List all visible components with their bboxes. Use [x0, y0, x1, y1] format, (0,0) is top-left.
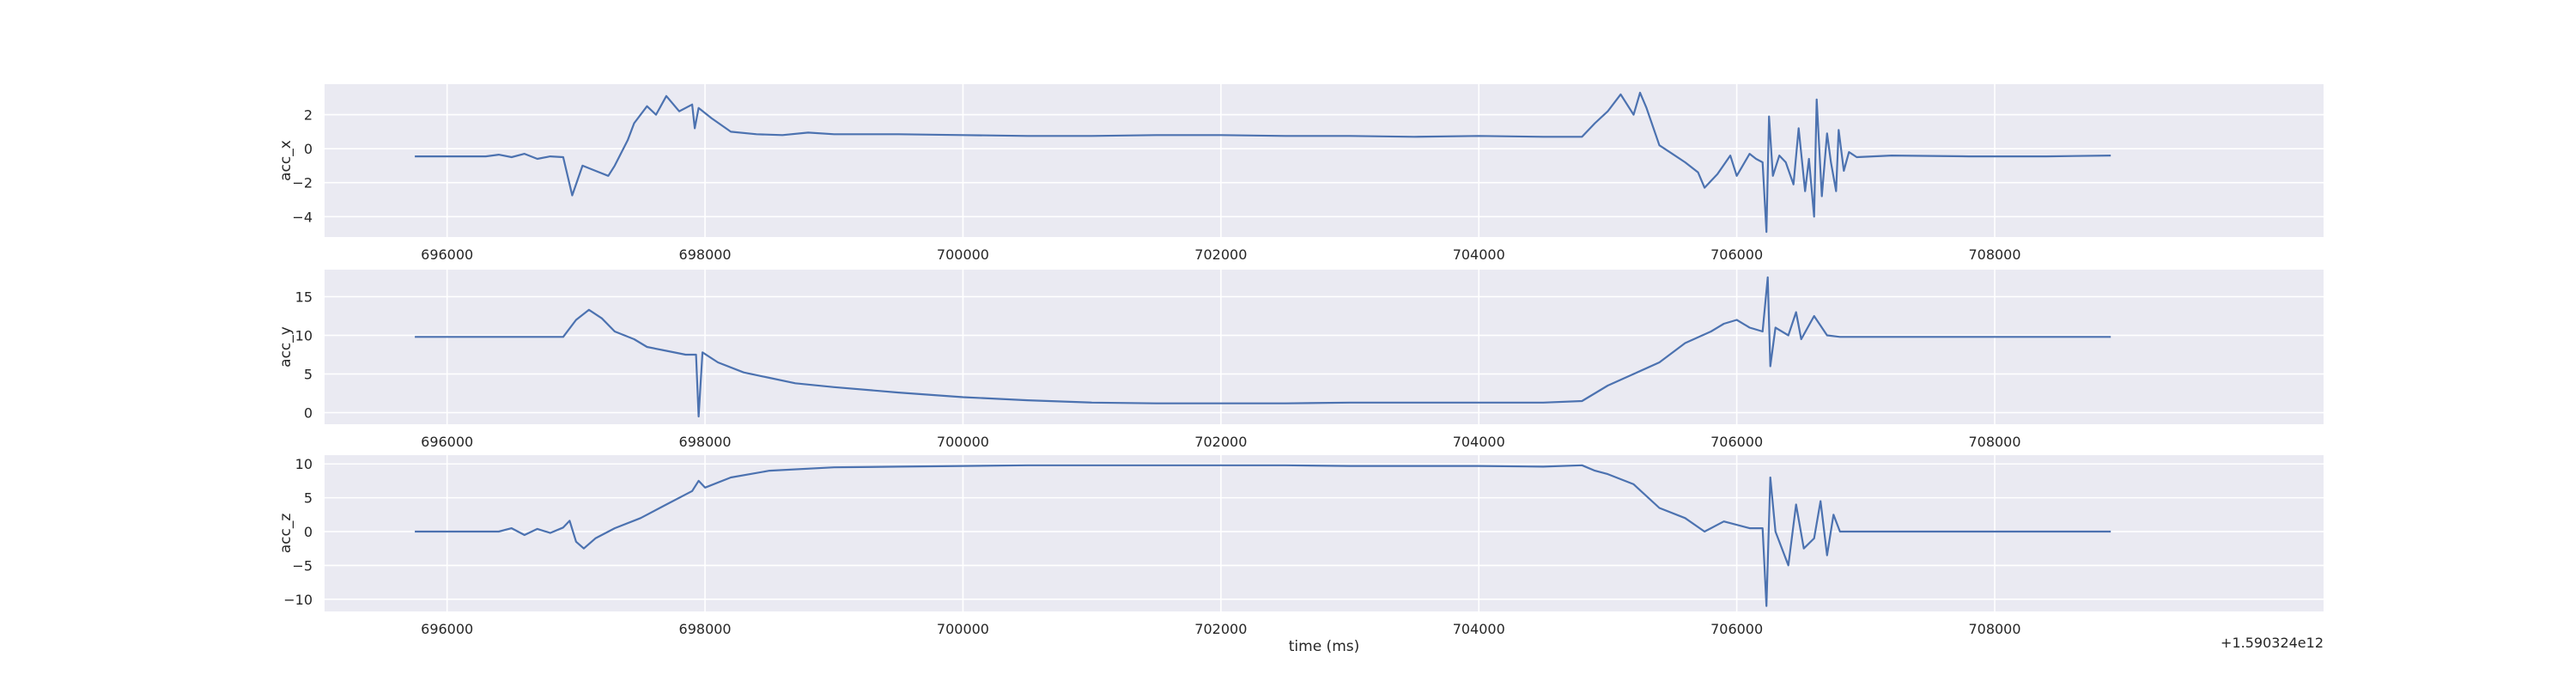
plot-area: [325, 270, 2324, 424]
y-tick-label: 5: [304, 490, 313, 507]
y-tick-label: 2: [304, 107, 313, 124]
x-tick-label: 702000: [1194, 434, 1247, 450]
subplot-acc-x: 696000 698000 700000 702000 704000 706000 7080…: [277, 84, 2324, 263]
x-tick-label: 706000: [1710, 246, 1763, 263]
x-tick-label: 700000: [937, 246, 989, 263]
x-tick-label: 700000: [937, 621, 989, 637]
x-tick-label: 696000: [421, 434, 473, 450]
y-tick-label: 0: [304, 141, 313, 157]
plot-area: [325, 84, 2324, 237]
x-tick-label: 708000: [1968, 246, 2020, 263]
y-tick-label: −5: [292, 557, 313, 574]
y-tick-label: 10: [295, 328, 313, 344]
x-tick-label: 700000: [937, 434, 989, 450]
y-tick-label: 0: [304, 405, 313, 422]
x-tick-label: 702000: [1194, 621, 1247, 637]
y-tick-label: 0: [304, 524, 313, 540]
x-tick-label: 698000: [679, 434, 732, 450]
y-tick-label: −2: [292, 175, 313, 192]
x-tick-label: 704000: [1453, 621, 1505, 637]
y-tick-label: 5: [304, 367, 313, 383]
x-axis-label: time (ms): [1289, 638, 1360, 655]
y-tick-label: −10: [283, 592, 313, 608]
series-line: [415, 464, 2111, 607]
x-tick-label: 704000: [1453, 246, 1505, 263]
x-tick-label: 706000: [1710, 434, 1763, 450]
x-tick-label: 696000: [421, 621, 473, 637]
x-tick-label: 708000: [1968, 434, 2020, 450]
plot-area: [325, 455, 2324, 611]
x-tick-label: 698000: [679, 246, 732, 263]
x-tick-label: 702000: [1194, 246, 1247, 263]
series-line: [415, 276, 2111, 418]
x-tick-label: 706000: [1710, 621, 1763, 637]
series-line: [415, 91, 2111, 234]
y-tick-label: 10: [295, 456, 313, 472]
subplot-acc-y: 696000 698000 700000 702000 704000 706000 7080…: [277, 270, 2324, 450]
y-axis-label: acc_z: [277, 514, 295, 554]
y-tick-label: −4: [292, 209, 313, 225]
x-tick-label: 698000: [679, 621, 732, 637]
y-tick-label: 15: [295, 289, 313, 306]
y-axis-label: acc_y: [277, 326, 295, 368]
x-offset-label: +1.590324e12: [2221, 635, 2324, 651]
x-tick-label: 704000: [1453, 434, 1505, 450]
x-tick-label: 708000: [1968, 621, 2020, 637]
y-axis-label: acc_x: [277, 140, 295, 181]
subplot-acc-z: 696000 698000 700000 702000 704000 706000 7080…: [277, 455, 2324, 655]
x-tick-label: 696000: [421, 246, 473, 263]
